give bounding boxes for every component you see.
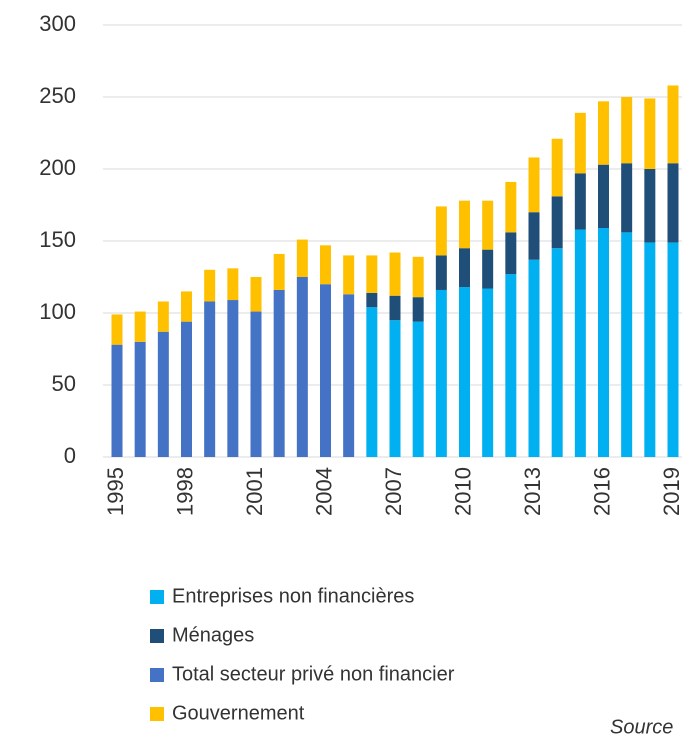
bar-segment	[574, 173, 586, 230]
y-tick-label: 200	[39, 155, 76, 180]
bar-segment	[134, 341, 146, 457]
bar-segment	[412, 256, 424, 298]
bar-segment	[667, 163, 679, 243]
bar-segment	[482, 249, 494, 289]
bar-segment	[366, 292, 378, 308]
legend-label: Ménages	[172, 624, 254, 646]
bar-segment	[459, 287, 470, 457]
bar-segment	[250, 277, 262, 312]
bar-segment	[528, 259, 540, 457]
bar-segment	[435, 255, 447, 290]
y-tick-label: 300	[39, 11, 76, 36]
legend-swatch	[150, 707, 164, 721]
bar-segment	[551, 138, 563, 197]
bar-segment	[343, 255, 355, 295]
bar-segment	[621, 232, 633, 457]
bar-segment	[157, 301, 169, 332]
bar-segment	[528, 157, 540, 213]
bar-segment	[389, 295, 401, 321]
bar-segment	[598, 228, 609, 457]
x-tick-label: 1995	[103, 467, 128, 516]
bar-segment	[204, 269, 216, 302]
bar-segment	[574, 112, 586, 174]
bar-segment	[273, 289, 285, 457]
bar-segment	[320, 245, 331, 285]
bar-segment	[459, 200, 470, 249]
bar-segment	[412, 297, 424, 322]
bar-segment	[273, 253, 285, 290]
bar-segment	[621, 163, 633, 233]
bar-segment	[482, 200, 494, 250]
bar-segment	[204, 301, 216, 457]
bar-segment	[412, 321, 424, 457]
x-tick-label: 2016	[589, 467, 614, 516]
bar-segment	[181, 321, 192, 457]
bar-segment	[598, 101, 609, 165]
y-tick-label: 150	[39, 227, 76, 252]
bar-segment	[181, 291, 192, 322]
bar-segment	[574, 229, 586, 457]
bar-segment	[644, 169, 656, 243]
y-tick-label: 100	[39, 299, 76, 324]
bar-segment	[296, 277, 308, 457]
bar-segment	[296, 239, 308, 277]
legend-label: Gouvernement	[172, 702, 305, 724]
bar-segment	[644, 242, 656, 457]
bar-segment	[551, 248, 563, 457]
bar-segment	[389, 320, 401, 457]
x-tick-label: 2019	[659, 467, 684, 516]
bar-segment	[320, 284, 331, 457]
bar-segment	[227, 300, 239, 457]
x-tick-label: 2004	[311, 467, 336, 516]
bar-segment	[598, 164, 609, 229]
y-tick-label: 0	[64, 443, 76, 468]
bar-segment	[111, 314, 123, 345]
bar-segment	[343, 294, 355, 457]
bar-segment	[644, 98, 656, 169]
x-tick-label: 2010	[450, 467, 475, 516]
bar-segment	[505, 274, 517, 457]
bar-segment	[389, 252, 401, 296]
bar-segment	[366, 255, 378, 293]
legend-label: Entreprises non financières	[172, 585, 414, 607]
bar-segment	[227, 268, 239, 301]
bar-segment	[621, 97, 633, 164]
bar-segment	[505, 181, 517, 233]
bar-segment	[366, 307, 378, 457]
y-tick-label: 50	[52, 371, 76, 396]
legend-swatch	[150, 668, 164, 682]
legend-label: Total secteur privé non financier	[172, 663, 455, 685]
x-tick-label: 2001	[242, 467, 267, 516]
bar-segment	[250, 311, 262, 457]
bar-segment	[435, 289, 447, 457]
bar-segment	[667, 242, 679, 457]
x-tick-label: 1998	[172, 467, 197, 516]
bar-segment	[528, 212, 540, 260]
source: Source	[610, 716, 673, 737]
bar-segment	[134, 311, 146, 342]
bar-segment	[435, 206, 447, 256]
y-tick-label: 250	[39, 83, 76, 108]
bar-segment	[459, 248, 470, 288]
bar-segment	[505, 232, 517, 275]
bar-segment	[482, 288, 494, 457]
bar-segment	[551, 196, 563, 249]
bar-segment	[667, 85, 679, 164]
x-tick-label: 2007	[381, 467, 406, 516]
x-tick-label: 2013	[520, 467, 545, 516]
legend-swatch	[150, 590, 164, 604]
legend-swatch	[150, 629, 164, 643]
bar-segment	[111, 344, 123, 457]
bar-segment	[157, 331, 169, 457]
